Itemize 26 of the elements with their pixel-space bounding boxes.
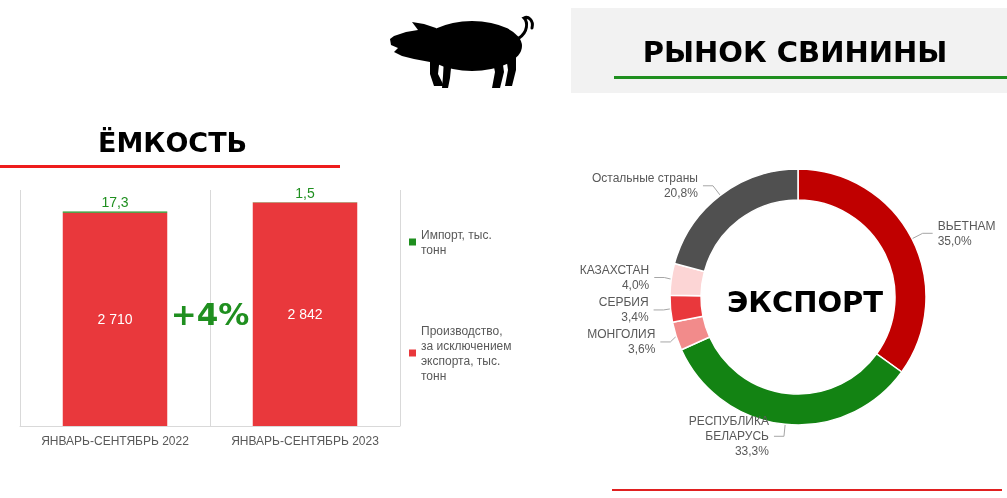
legend-label: Импорт, тыс. тонн xyxy=(421,227,492,257)
slice-label: Остальные страны xyxy=(591,171,698,186)
x-tick-label: ЯНВАРЬ-СЕНТЯБРЬ 2023 xyxy=(231,434,380,448)
data-label: 1,5 xyxy=(295,185,315,202)
bar xyxy=(62,212,168,426)
slice-label: ВЬЕТНАМ xyxy=(937,218,996,233)
data-label: 3,6% xyxy=(627,342,656,357)
data-label: 17,3 xyxy=(101,194,129,211)
data-label: 2 710 xyxy=(97,311,133,328)
annotation: +4% xyxy=(170,296,250,332)
text: РЫНОК СВИНИНЫ xyxy=(642,35,948,69)
text: ЭКСПОРТ xyxy=(726,285,884,319)
slice-label: МОНГОЛИЯ xyxy=(587,327,656,342)
chart-title: ЁМКОСТЬ xyxy=(98,127,248,158)
data-label: 3,4% xyxy=(621,310,649,325)
data-label: 35,0% xyxy=(937,233,973,248)
data-label: 4,0% xyxy=(621,278,650,293)
data-label: 20,8% xyxy=(663,186,699,201)
legend-label: Производство, за исключением экспорта, тыс. тонн xyxy=(421,323,512,383)
slice-label: СЕРБИЯ xyxy=(598,295,649,310)
data-label: 33,3% xyxy=(734,444,770,459)
x-tick-label: ЯНВАРЬ-СЕНТЯБРЬ 2022 xyxy=(41,434,190,448)
slice-label: РЕСПУБЛИКА БЕЛАРУСЬ xyxy=(688,414,770,444)
data-label: 2 842 xyxy=(287,306,323,323)
slice-label: КАЗАХСТАН xyxy=(579,263,650,278)
bar xyxy=(252,202,358,426)
